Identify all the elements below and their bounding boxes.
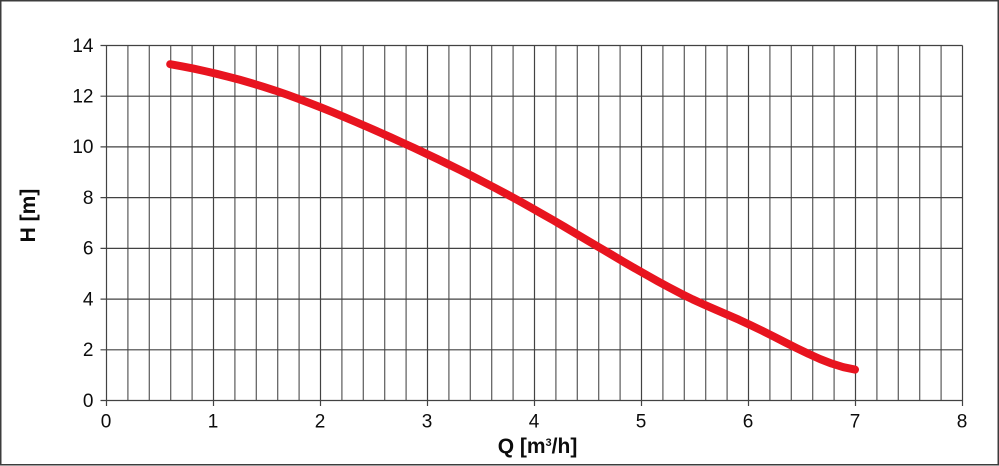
svg-text:12: 12	[72, 87, 93, 108]
svg-text:10: 10	[72, 137, 93, 158]
svg-text:2: 2	[315, 412, 326, 433]
svg-text:4: 4	[83, 289, 94, 310]
svg-text:Q [m3/h]: Q [m3/h]	[498, 435, 578, 458]
svg-text:4: 4	[529, 412, 540, 433]
svg-text:8: 8	[957, 412, 968, 433]
svg-text:1: 1	[208, 412, 219, 433]
svg-text:H [m]: H [m]	[17, 189, 40, 243]
svg-text:8: 8	[83, 188, 94, 209]
svg-text:14: 14	[72, 36, 94, 57]
svg-text:6: 6	[743, 412, 754, 433]
svg-text:3: 3	[422, 412, 433, 433]
svg-text:6: 6	[83, 239, 94, 260]
svg-text:2: 2	[83, 340, 94, 361]
svg-text:7: 7	[850, 412, 861, 433]
svg-text:0: 0	[83, 391, 94, 412]
svg-text:0: 0	[101, 412, 112, 433]
svg-text:5: 5	[636, 412, 647, 433]
